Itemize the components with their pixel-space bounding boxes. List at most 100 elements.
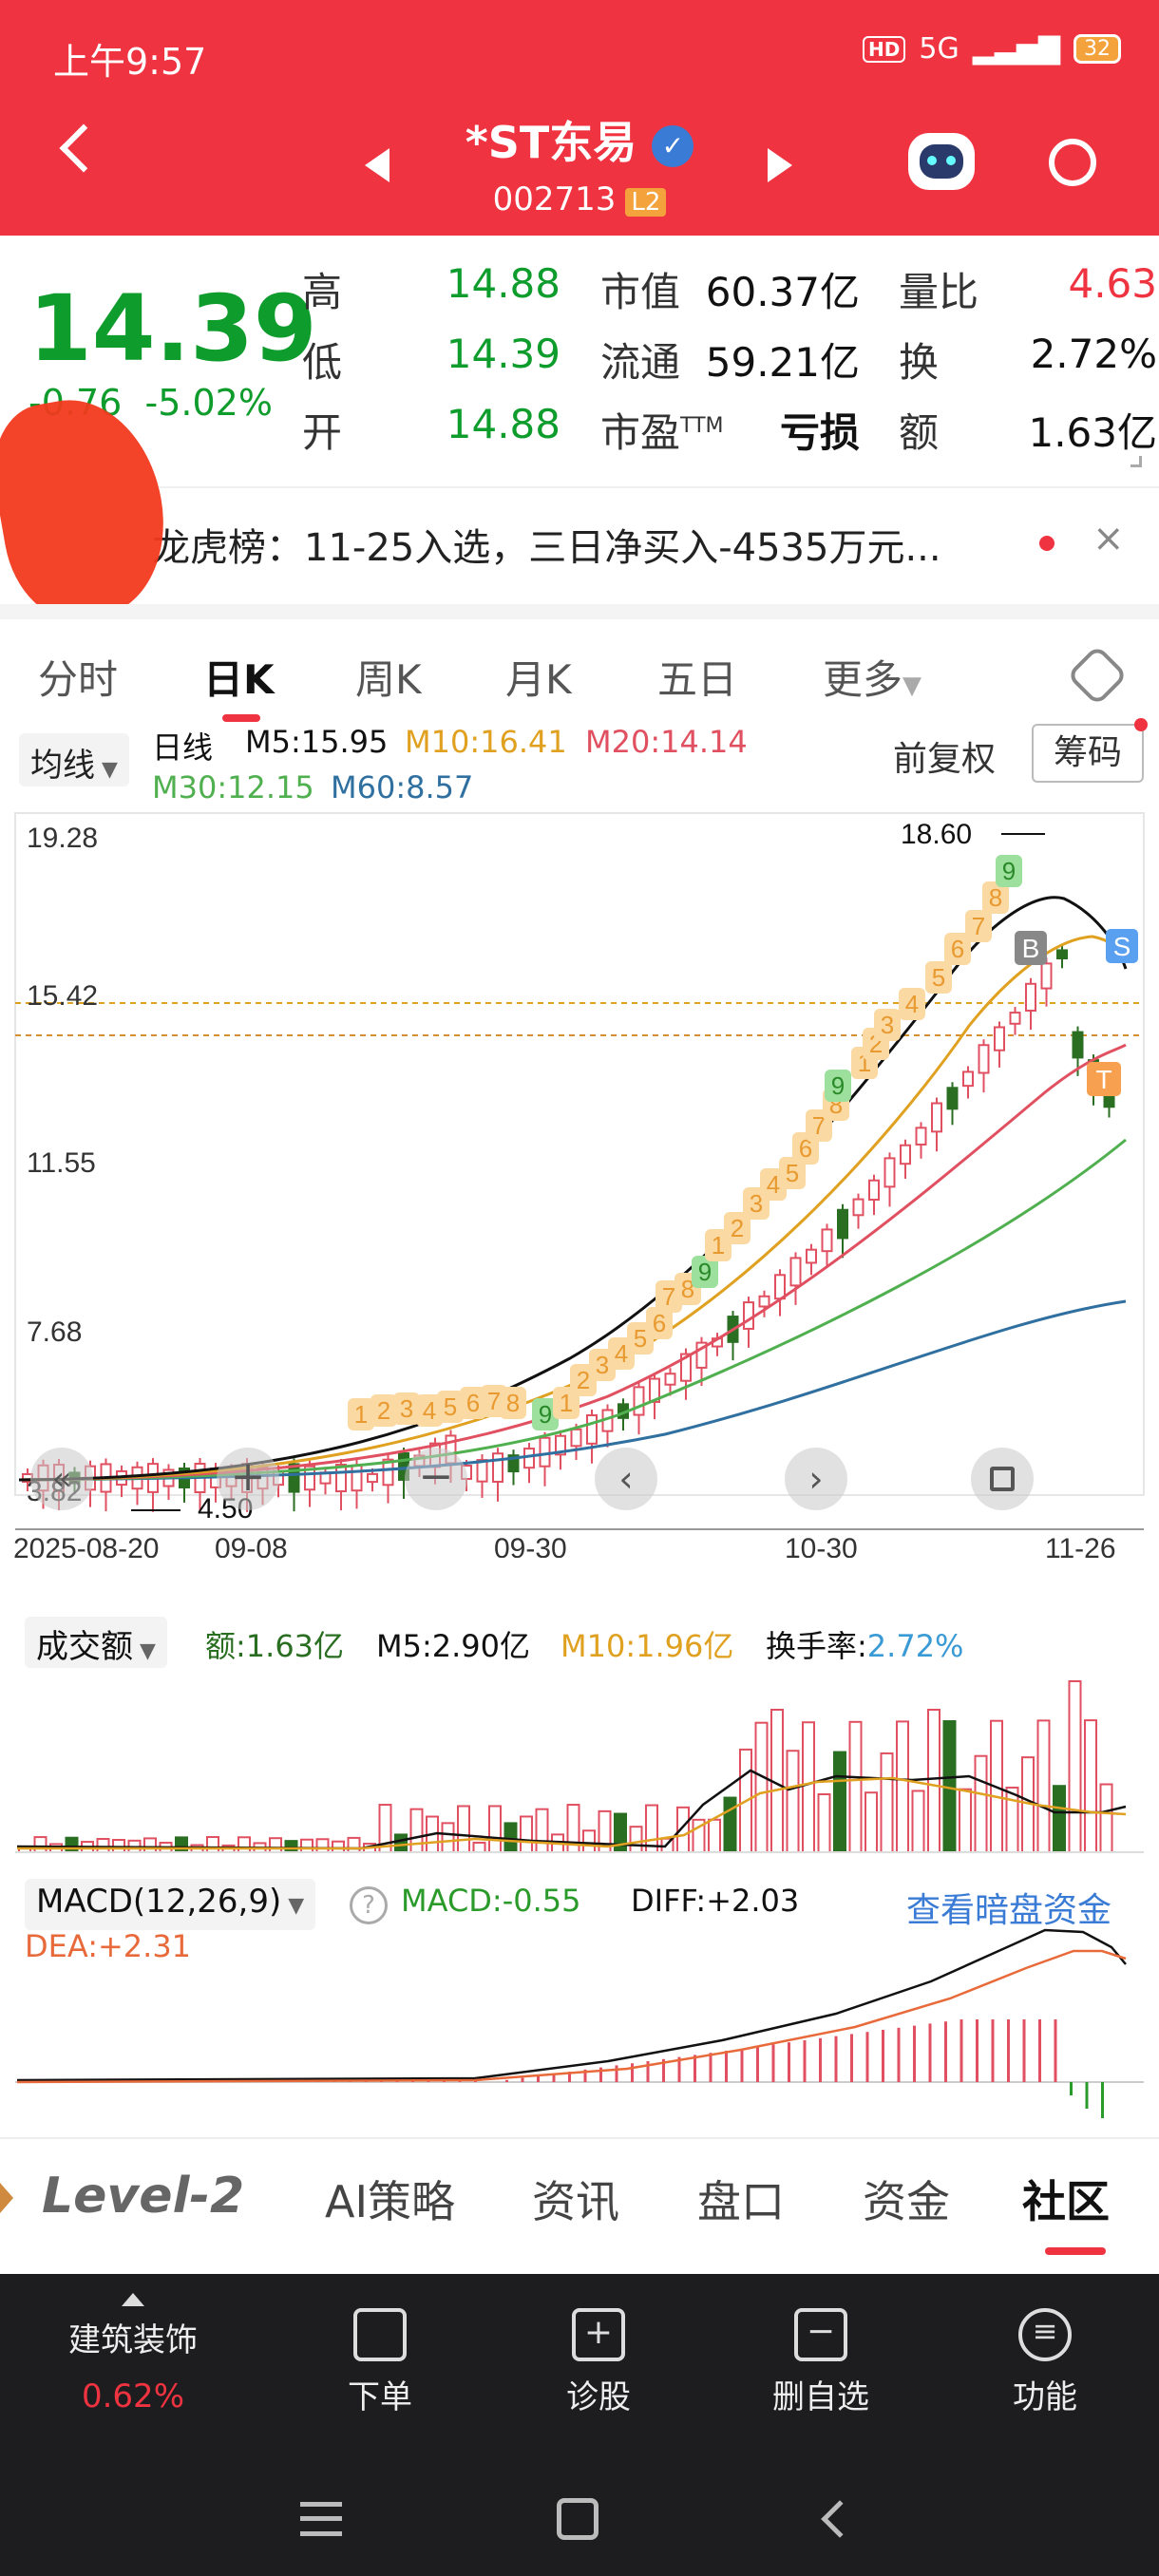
volume-bar	[833, 1751, 846, 1853]
scroll-left-button[interactable]: ‹	[595, 1448, 657, 1510]
candle-body	[837, 1208, 848, 1240]
high-mark-label: 18.60	[901, 819, 972, 850]
notice-dot	[1039, 536, 1054, 551]
high-label: 高	[302, 269, 343, 315]
home-icon[interactable]	[557, 2498, 598, 2540]
order-button[interactable]: 下单	[323, 2308, 437, 2417]
candle-body	[664, 1373, 676, 1386]
volume-bar	[284, 1840, 298, 1854]
macd-value: MACD:-0.55	[401, 1883, 581, 1919]
rewind-button[interactable]: «	[30, 1448, 93, 1510]
candle-body	[806, 1248, 817, 1264]
volume-bar	[629, 1826, 643, 1853]
chips-button[interactable]: 筹码	[1032, 724, 1144, 783]
sector-item[interactable]: 建筑装饰 0.62%	[38, 2293, 228, 2415]
candle-body	[367, 1472, 378, 1484]
volume-bar	[300, 1838, 314, 1853]
vr-label: 量比	[899, 269, 979, 315]
tab-daily-k[interactable]: 日K	[203, 656, 275, 703]
menu-icon[interactable]	[300, 2502, 342, 2536]
tab-order-book[interactable]: 盘口	[697, 2176, 785, 2227]
search-icon[interactable]	[1049, 139, 1096, 186]
tab-funds[interactable]: 资金	[863, 2176, 950, 2227]
function-button[interactable]: ≡ 功能	[988, 2308, 1102, 2417]
adjust-mode[interactable]: 前复权	[893, 740, 997, 779]
mcap-label: 市值	[600, 269, 681, 315]
tab-weekly-k[interactable]: 周K	[355, 656, 422, 703]
legend-period: 日线	[152, 729, 214, 766]
td-mark-box	[899, 988, 925, 1020]
tab-left-arrow	[0, 2183, 13, 2213]
dark-pool-link[interactable]: 查看暗盘资金	[906, 1891, 1112, 1930]
volume-selector[interactable]: 成交额 ▼	[25, 1617, 167, 1668]
zoom-out-button[interactable]: −	[405, 1448, 467, 1510]
td-mark-label: 4	[905, 990, 919, 1018]
settings-hexagon-icon[interactable]	[1066, 644, 1129, 707]
remove-watchlist-button[interactable]: − 删自选	[754, 2308, 887, 2417]
fullscreen-button[interactable]	[971, 1448, 1034, 1510]
help-icon[interactable]: ?	[350, 1886, 388, 1924]
tab-level2[interactable]: Level-2	[42, 2168, 245, 2225]
tab-monthly-k[interactable]: 月K	[505, 656, 572, 703]
macd-selector-label: MACD(12,26,9)	[36, 1883, 282, 1921]
td-mark-label: 9	[698, 1258, 712, 1286]
prev-stock-icon[interactable]	[365, 148, 390, 182]
td-mark-label: 6	[951, 935, 964, 963]
td-mark-label: 4	[423, 1396, 436, 1425]
signal-icon: ▂▃▅▇	[972, 32, 1060, 66]
tab-news[interactable]: 资讯	[532, 2176, 619, 2227]
verified-icon: ✓	[652, 124, 694, 167]
notice-bar[interactable]: 龙虎榜：11-25入选，三日净买入-4535万元... ×	[0, 486, 1159, 593]
notice-text[interactable]: 龙虎榜：11-25入选，三日净买入-4535万元...	[152, 526, 941, 570]
volume-turnover-label: 换手率:	[766, 1628, 867, 1664]
next-stock-icon[interactable]	[768, 148, 792, 182]
td-mark-label: 5	[634, 1324, 647, 1353]
td-mark-box	[393, 1392, 420, 1425]
td-mark-box	[779, 1157, 806, 1189]
sector-pct: 0.62%	[81, 2377, 184, 2415]
candle-body	[931, 1102, 942, 1133]
volume-bar	[1068, 1680, 1082, 1853]
candle-body	[900, 1144, 911, 1165]
tab-more[interactable]: 更多▼	[823, 648, 922, 706]
volume-m10: M10:1.96亿	[560, 1628, 734, 1664]
tab-ai-strategy[interactable]: AI策略	[325, 2176, 456, 2227]
zoom-in-button[interactable]: +	[217, 1448, 279, 1510]
low-value: 14.39	[446, 331, 560, 377]
volume-bar	[802, 1721, 815, 1853]
td-mark-label: 2	[577, 1366, 590, 1394]
volume-bar	[1005, 1786, 1019, 1853]
chips-label: 筹码	[1053, 733, 1122, 772]
remove-watchlist-icon: −	[794, 2308, 847, 2361]
macd-chart[interactable]	[0, 1909, 1159, 2118]
tab-intraday[interactable]: 分时	[38, 656, 119, 703]
td-mark-label: 6	[466, 1389, 480, 1417]
volume-bar	[1099, 1783, 1113, 1853]
td-mark-label: 4	[615, 1339, 628, 1368]
td-mark-label: 1	[560, 1389, 573, 1417]
volume-chart[interactable]	[0, 1672, 1159, 1858]
expand-corner-icon[interactable]	[1130, 456, 1142, 467]
close-icon[interactable]: ×	[1092, 517, 1125, 560]
active-tab-underline	[222, 714, 260, 722]
t-marker	[1087, 1062, 1121, 1096]
candle-body	[288, 1463, 300, 1493]
macd-selector[interactable]: MACD(12,26,9) ▼	[25, 1879, 316, 1930]
tab-community[interactable]: 社区	[1022, 2176, 1110, 2227]
community-underline	[1045, 2247, 1106, 2255]
volume-bar	[332, 1840, 345, 1853]
volume-bar	[441, 1822, 455, 1854]
candle-body	[758, 1295, 770, 1308]
ma-selector[interactable]: 均线 ▼	[19, 733, 129, 786]
volume-bar	[175, 1836, 188, 1854]
td-mark-box	[996, 855, 1022, 887]
back-nav-icon[interactable]	[821, 2500, 859, 2538]
volume-bar	[315, 1838, 330, 1854]
scroll-right-button[interactable]: ›	[785, 1448, 847, 1510]
ai-robot-icon[interactable]	[908, 133, 975, 190]
tab-five-day[interactable]: 五日	[657, 656, 738, 703]
diagnose-button[interactable]: + 诊股	[542, 2308, 656, 2417]
td-mark-box	[500, 1387, 526, 1419]
candle-body	[1072, 1031, 1084, 1059]
